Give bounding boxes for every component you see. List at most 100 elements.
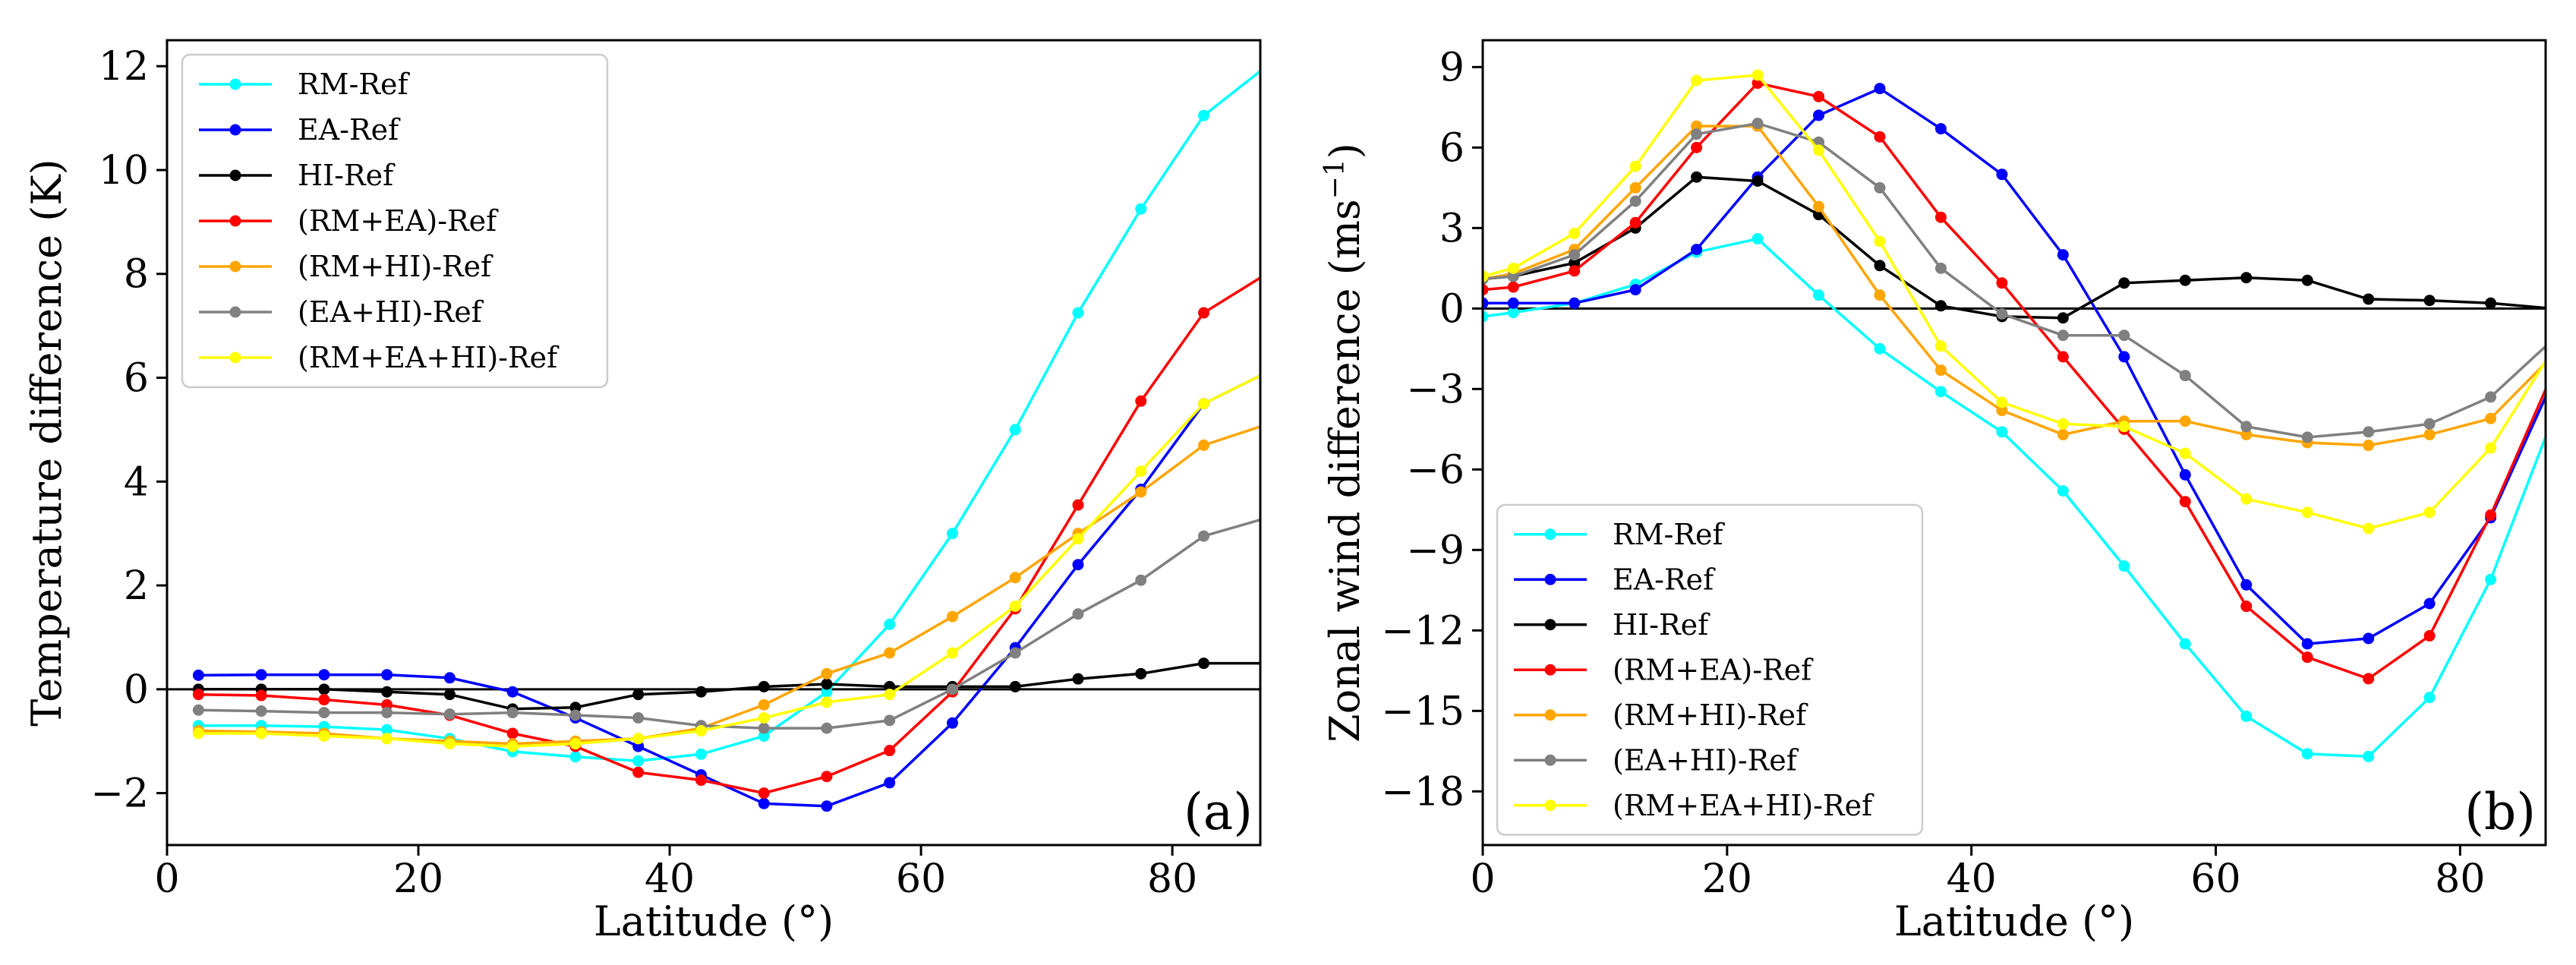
- data-point-hi-ref: [2057, 312, 2069, 324]
- data-point-ea-hi-ref: [569, 709, 582, 721]
- data-point-ea-ref: [255, 669, 267, 681]
- data-point-rm-ref: [1751, 232, 1764, 244]
- data-point-ea-hi-ref: [2240, 421, 2253, 433]
- data-point-ea-hi-ref: [318, 707, 330, 719]
- data-point-rm-ref: [758, 730, 770, 742]
- data-point-ea-hi-ref: [821, 722, 833, 734]
- data-point-ea-ref: [506, 686, 519, 698]
- panel-a-ytick-label: 12: [99, 44, 149, 90]
- data-point-rm-hi-ref: [2363, 440, 2375, 452]
- data-point-hi-ref: [695, 686, 707, 698]
- data-point-ea-ref: [1934, 123, 1947, 135]
- data-point-rm-ref: [946, 528, 958, 540]
- data-point-rm-ea-hi-ref: [884, 689, 896, 701]
- data-point-rm-ea-hi-ref: [2057, 418, 2069, 430]
- panel-a-ytick-label: 8: [124, 252, 149, 298]
- data-point-rm-hi-ref: [1629, 181, 1641, 194]
- series-line-ea-hi-ref: [198, 518, 1260, 730]
- legend-label: (RM+EA+HI)-Ref: [1613, 789, 1874, 822]
- data-point-rm-ref: [2240, 710, 2253, 722]
- data-point-hi-ref: [2179, 274, 2191, 286]
- data-point-ea-hi-ref: [1261, 512, 1272, 524]
- data-point-rm-ea-hi-ref: [1483, 270, 1489, 282]
- data-point-rm-hi-ref: [1009, 572, 1021, 584]
- data-point-ea-ref: [2301, 638, 2313, 650]
- data-point-rm-ea-hi-ref: [255, 727, 267, 740]
- panel-b: Zonal wind difference (ms−1) Latitude (°…: [1320, 39, 2558, 945]
- panel-b-ytick-label: −15: [1381, 689, 1465, 734]
- data-point-rm-ea-hi-ref: [1072, 533, 1084, 545]
- data-point-ea-hi-ref: [192, 704, 204, 716]
- data-point-hi-ref: [2546, 303, 2558, 314]
- data-point-rm-ea-hi-ref: [2546, 345, 2558, 357]
- data-point-rm-hi-ref: [2057, 428, 2069, 440]
- data-point-ea-hi-ref: [1996, 307, 2008, 320]
- data-point-rm-ref: [1996, 426, 2008, 438]
- data-point-ea-hi-ref: [506, 707, 519, 719]
- panel-a-xtick-label: 80: [1147, 856, 1197, 902]
- data-point-hi-ref: [443, 689, 456, 701]
- data-point-rm-ea-ref: [1483, 284, 1489, 296]
- panel-b-xtick-label: 40: [1947, 856, 1997, 902]
- data-point-rm-ea-hi-ref: [1261, 367, 1272, 378]
- data-point-ea-ref: [2363, 632, 2375, 645]
- data-point-rm-ea-ref: [1135, 395, 1147, 407]
- data-point-hi-ref: [1691, 171, 1703, 183]
- legend-marker: [1544, 799, 1556, 812]
- data-point-rm-ea-hi-ref: [2240, 493, 2253, 505]
- data-point-rm-hi-ref: [2240, 428, 2253, 440]
- data-point-rm-ea-hi-ref: [2301, 506, 2313, 519]
- data-point-ea-hi-ref: [758, 722, 770, 734]
- data-point-rm-ea-hi-ref: [318, 730, 330, 742]
- data-point-hi-ref: [2240, 272, 2253, 284]
- data-point-hi-ref: [1261, 658, 1272, 669]
- data-point-rm-ea-ref: [1261, 268, 1272, 279]
- panel-a-ytick-label: 4: [124, 459, 149, 505]
- legend-box: [181, 53, 609, 389]
- legend-label: (RM+HI)-Ref: [298, 250, 493, 283]
- data-point-ea-ref: [2057, 249, 2069, 261]
- legend-marker: [1544, 709, 1556, 721]
- series-line-hi-ref: [1483, 175, 2546, 320]
- legend-marker: [1544, 573, 1556, 585]
- data-point-rm-ea-ref: [506, 727, 519, 740]
- data-point-rm-ea-hi-ref: [1507, 262, 1519, 274]
- data-point-ea-hi-ref: [381, 707, 393, 719]
- data-point-rm-ref: [1813, 289, 1825, 301]
- data-point-rm-ea-ref: [1934, 211, 1947, 223]
- panel-b-ytick-label: 0: [1439, 286, 1465, 332]
- data-point-ea-hi-ref: [2179, 370, 2191, 382]
- legend-marker: [1544, 754, 1556, 766]
- data-point-rm-ea-ref: [1507, 281, 1519, 293]
- legend-label: EA-Ref: [1613, 563, 1716, 596]
- panel-a-xtick-label: 20: [393, 856, 443, 902]
- data-point-ea-hi-ref: [884, 714, 896, 727]
- data-point-rm-ea-hi-ref: [758, 711, 770, 724]
- legend-label: (RM+EA+HI)-Ref: [298, 341, 560, 374]
- panel-b-xtick-label: 20: [1702, 856, 1752, 902]
- data-point-hi-ref: [1751, 175, 1764, 187]
- data-point-rm-ref: [1009, 424, 1021, 436]
- legend-marker: [229, 124, 241, 136]
- data-point-hi-ref: [2485, 297, 2497, 309]
- data-point-rm-ea-ref: [1996, 277, 2008, 289]
- data-point-rm-ref: [1135, 203, 1147, 215]
- data-point-rm-ea-ref: [695, 774, 707, 787]
- legend-marker: [229, 260, 241, 273]
- data-point-rm-hi-ref: [884, 647, 896, 659]
- data-point-hi-ref: [2301, 274, 2313, 286]
- data-point-ea-ref: [2118, 351, 2130, 363]
- data-point-ea-hi-ref: [1934, 262, 1947, 274]
- data-point-ea-hi-ref: [1072, 608, 1084, 620]
- data-point-hi-ref: [318, 683, 330, 695]
- panel-b-ylabel: Zonal wind difference (ms−1): [1320, 143, 1370, 743]
- panel-a-ytick-label: 6: [124, 356, 149, 402]
- data-point-ea-ref: [1691, 244, 1703, 256]
- data-point-rm-ea-hi-ref: [1569, 227, 1581, 239]
- panel-b-tag: (b): [2464, 783, 2536, 841]
- data-point-hi-ref: [1009, 680, 1021, 692]
- data-point-ea-ref: [821, 800, 833, 812]
- data-point-rm-ea-ref: [2240, 601, 2253, 613]
- panel-b-ticks: 0 20 40 60 80 −18 −15 −12 −9 −6 −3 0 3 6 9: [1381, 45, 2485, 902]
